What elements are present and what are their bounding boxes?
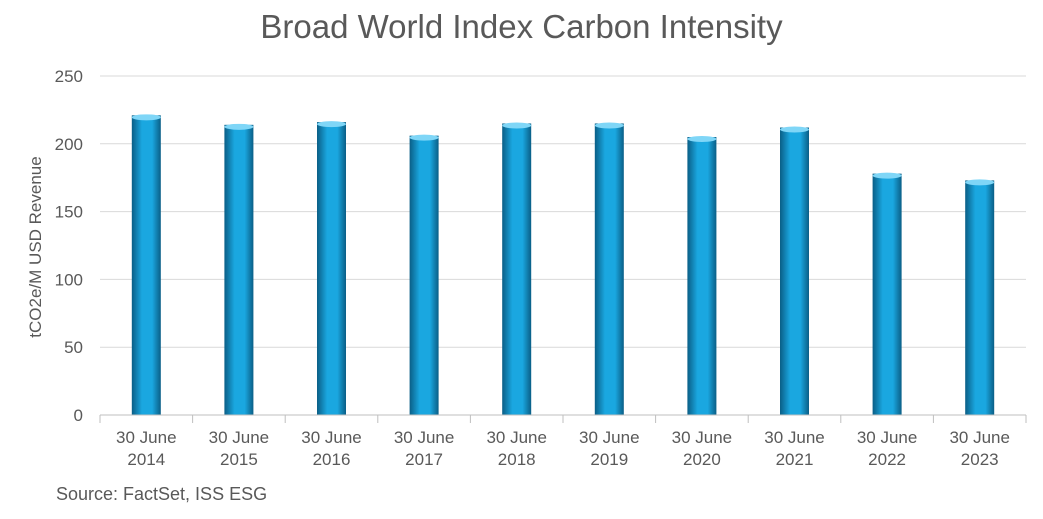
bar [317,122,346,415]
bar [594,123,624,416]
bar [409,135,439,415]
bar-cap [687,136,717,143]
bars [131,114,995,416]
source-note: Source: FactSet, ISS ESG [56,484,268,504]
x-tick-label: 30 June 2021 [764,428,825,469]
y-tick-label: 0 [74,406,83,425]
bar [687,137,717,415]
bar-cap [594,122,624,129]
x-tick-label: 30 June 2023 [949,428,1010,469]
bar [131,115,161,415]
x-tick-label: 30 June 2015 [209,428,270,469]
x-tick-label: 30 June 2020 [672,428,733,469]
x-tick-label: 30 June 2017 [394,428,455,469]
chart-title: Broad World Index Carbon Intensity [260,8,783,45]
x-tick-label: 30 June 2014 [116,428,177,469]
bar-cap [872,172,902,179]
gridlines [100,75,1026,348]
x-axis [99,414,1027,423]
bar [872,173,902,415]
y-axis-label: tCO2e/M USD Revenue [26,156,45,337]
x-tick-label: 30 June 2018 [486,428,547,469]
y-tick-label: 150 [55,203,83,222]
bar [965,180,995,415]
y-tick-label: 50 [64,338,83,357]
bar-cap [317,121,346,128]
x-tick-label: 30 June 2016 [301,428,362,469]
y-tick-label: 100 [55,270,83,289]
bar [224,124,254,415]
bar-cap [224,123,254,130]
y-tick-label: 250 [55,67,83,86]
y-axis-tick-labels: 0 50 100 150 200 250 [55,67,83,425]
bar [502,123,532,416]
x-tick-label: 30 June 2019 [579,428,640,469]
bar-cap [131,114,161,121]
x-axis-tick-labels: 30 June 2014 30 June 2015 30 June 2016 30 June… [116,428,1010,469]
bar-cap [409,134,439,141]
x-tick-label: 30 June 2022 [857,428,918,469]
y-tick-label: 200 [55,135,83,154]
bar [780,127,809,415]
bar-cap [502,122,532,129]
bar-cap [965,179,995,186]
bar-cap [780,126,809,133]
